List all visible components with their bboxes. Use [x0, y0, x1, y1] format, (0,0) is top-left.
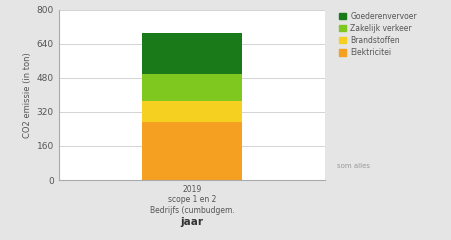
Legend: Goederenvervoer, Zakelijk verkeer, Brandstoffen, Elektricitei: Goederenvervoer, Zakelijk verkeer, Brand…	[336, 10, 418, 58]
X-axis label: jaar: jaar	[180, 217, 203, 228]
Bar	[142, 101, 242, 122]
Bar	[142, 33, 242, 73]
Text: som alles: som alles	[336, 163, 369, 169]
Y-axis label: CO2 emissie (in ton): CO2 emissie (in ton)	[23, 52, 32, 138]
Bar	[142, 73, 242, 101]
Bar	[142, 122, 242, 180]
